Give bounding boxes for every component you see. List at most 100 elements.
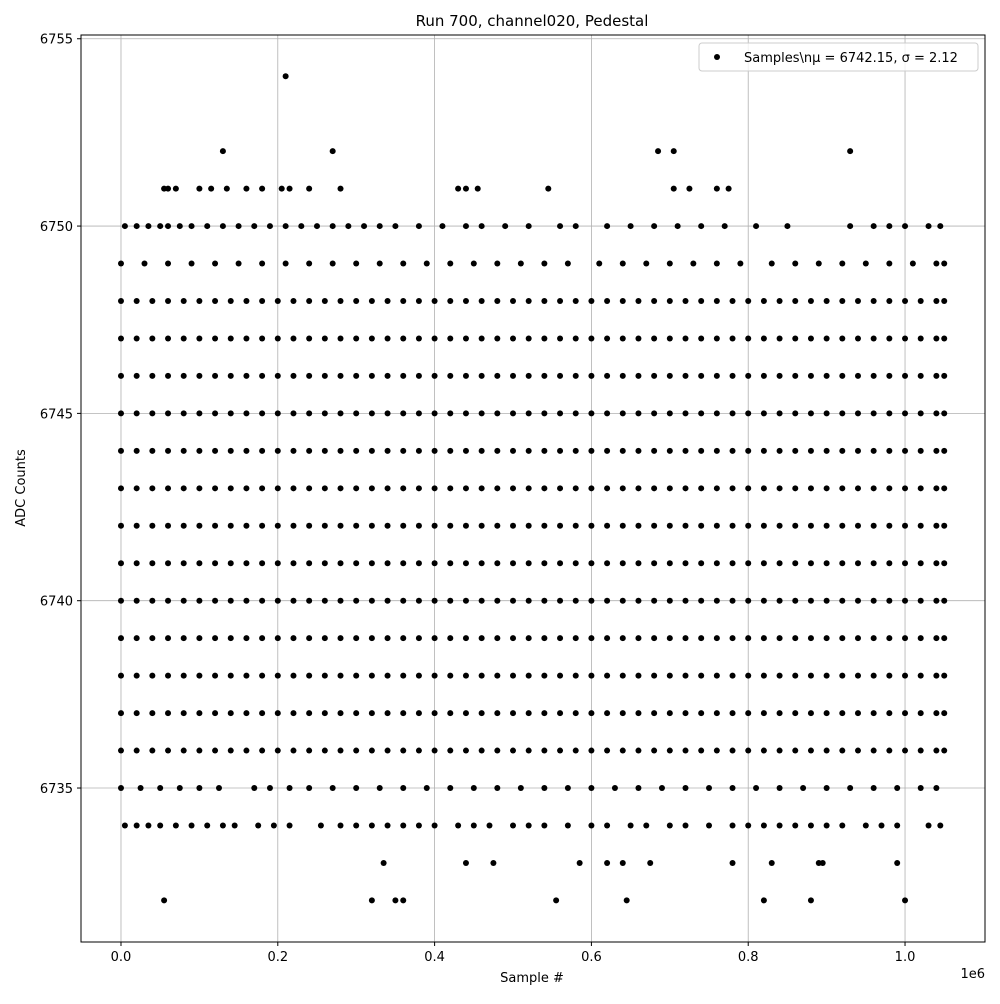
point	[760, 822, 767, 829]
point	[306, 635, 313, 642]
point	[376, 785, 383, 792]
point	[941, 485, 948, 492]
point	[941, 372, 948, 379]
point	[368, 522, 375, 529]
point	[400, 710, 407, 717]
point	[353, 522, 360, 529]
point	[306, 522, 313, 529]
point	[149, 672, 156, 679]
point	[266, 223, 273, 230]
point	[204, 223, 211, 230]
point	[792, 672, 799, 679]
point	[902, 560, 909, 567]
point	[384, 672, 391, 679]
point	[447, 410, 454, 417]
point	[611, 785, 618, 792]
point	[290, 710, 297, 717]
point	[541, 672, 548, 679]
point	[400, 897, 407, 904]
point	[917, 372, 924, 379]
point	[572, 297, 579, 304]
point	[713, 560, 720, 567]
point	[117, 597, 124, 604]
point	[823, 560, 830, 567]
point	[682, 747, 689, 754]
point	[462, 747, 469, 754]
point	[274, 372, 281, 379]
point	[588, 372, 595, 379]
point	[329, 260, 336, 267]
points	[117, 73, 948, 904]
point	[212, 485, 219, 492]
point	[729, 297, 736, 304]
point	[792, 410, 799, 417]
point	[157, 822, 164, 829]
point	[212, 522, 219, 529]
point	[682, 485, 689, 492]
point	[321, 335, 328, 342]
point	[933, 560, 940, 567]
point	[259, 597, 266, 604]
point	[839, 710, 846, 717]
point	[564, 822, 571, 829]
point	[525, 747, 532, 754]
point	[823, 747, 830, 754]
point	[180, 597, 187, 604]
point	[149, 297, 156, 304]
point	[259, 410, 266, 417]
point	[698, 410, 705, 417]
point	[165, 260, 172, 267]
point	[219, 822, 226, 829]
point	[415, 672, 422, 679]
point	[478, 335, 485, 342]
point	[729, 597, 736, 604]
point	[282, 223, 289, 230]
point	[353, 560, 360, 567]
point	[807, 297, 814, 304]
point	[306, 372, 313, 379]
point	[137, 785, 144, 792]
point	[243, 597, 250, 604]
point	[117, 260, 124, 267]
point	[317, 822, 324, 829]
point	[541, 635, 548, 642]
point	[807, 710, 814, 717]
point	[745, 747, 752, 754]
point	[604, 710, 611, 717]
point	[839, 747, 846, 754]
point	[400, 560, 407, 567]
point	[933, 447, 940, 454]
point	[588, 522, 595, 529]
point	[212, 410, 219, 417]
point	[792, 485, 799, 492]
point	[564, 260, 571, 267]
point	[133, 522, 140, 529]
point	[219, 148, 226, 155]
point	[572, 335, 579, 342]
x-offset-label: 1e6	[960, 967, 985, 982]
y-tick-label: 6735	[40, 782, 73, 797]
point	[917, 710, 924, 717]
point	[243, 410, 250, 417]
point	[149, 710, 156, 717]
point	[165, 410, 172, 417]
point	[623, 897, 630, 904]
point	[839, 597, 846, 604]
point	[541, 372, 548, 379]
y-tick-label: 6745	[40, 407, 73, 422]
point	[274, 747, 281, 754]
point	[306, 185, 313, 192]
point	[729, 410, 736, 417]
point	[415, 597, 422, 604]
point	[792, 597, 799, 604]
point	[588, 785, 595, 792]
point	[368, 635, 375, 642]
point	[588, 635, 595, 642]
point	[870, 747, 877, 754]
point	[839, 485, 846, 492]
point	[337, 297, 344, 304]
point	[902, 335, 909, 342]
point	[494, 372, 501, 379]
point	[415, 223, 422, 230]
point	[627, 822, 634, 829]
